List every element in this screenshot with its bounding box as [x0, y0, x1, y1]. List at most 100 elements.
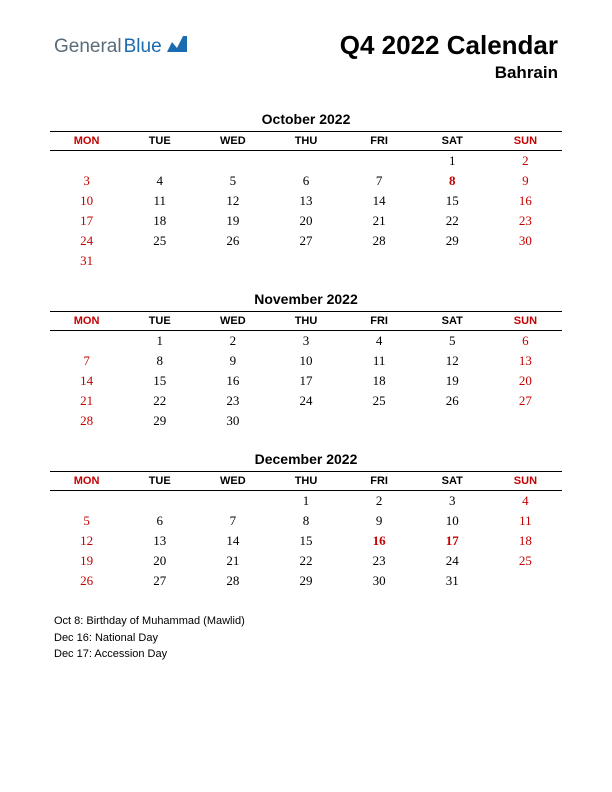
- month-block: October 2022MONTUEWEDTHUFRISATSUN1234567…: [50, 111, 562, 271]
- day-header: THU: [269, 472, 342, 491]
- calendar-cell: 1: [269, 491, 342, 512]
- calendar-cell: 30: [489, 231, 562, 251]
- calendar-cell: 5: [50, 511, 123, 531]
- calendar-cell: 17: [269, 371, 342, 391]
- calendar-cell: 3: [50, 171, 123, 191]
- calendar-cell: [489, 251, 562, 271]
- calendar-cell: 14: [343, 191, 416, 211]
- calendar-cell: 4: [123, 171, 196, 191]
- calendar-cell: 2: [196, 331, 269, 352]
- calendar-cell: 23: [196, 391, 269, 411]
- calendar-cell: 31: [416, 571, 489, 591]
- calendar-cell: [416, 411, 489, 431]
- calendar-cell: [50, 151, 123, 172]
- calendar-cell: 9: [196, 351, 269, 371]
- calendar-cell: 13: [269, 191, 342, 211]
- day-header: WED: [196, 472, 269, 491]
- calendar-cell: 1: [416, 151, 489, 172]
- day-header: FRI: [343, 472, 416, 491]
- calendar-cell: [343, 151, 416, 172]
- calendar-cell: 22: [416, 211, 489, 231]
- day-header: TUE: [123, 472, 196, 491]
- calendar-cell: 1: [123, 331, 196, 352]
- calendar-cell: 25: [343, 391, 416, 411]
- calendar-cell: [50, 331, 123, 352]
- calendar-cell: 23: [343, 551, 416, 571]
- calendar-cell: 25: [489, 551, 562, 571]
- calendar-row: 10111213141516: [50, 191, 562, 211]
- day-header: SUN: [489, 132, 562, 151]
- calendar-row: 12131415161718: [50, 531, 562, 551]
- calendar-cell: 29: [416, 231, 489, 251]
- page-subtitle: Bahrain: [340, 63, 558, 83]
- calendar-cell: [269, 251, 342, 271]
- calendar-cell: [416, 251, 489, 271]
- calendar-cell: 3: [416, 491, 489, 512]
- calendar-cell: 28: [343, 231, 416, 251]
- calendar-row: 282930: [50, 411, 562, 431]
- calendar-cell: 26: [196, 231, 269, 251]
- calendar-cell: 9: [489, 171, 562, 191]
- calendar-cell: [269, 411, 342, 431]
- calendar-cell: 2: [343, 491, 416, 512]
- day-header: SAT: [416, 132, 489, 151]
- calendar-table: MONTUEWEDTHUFRISATSUN1234567891011121314…: [50, 311, 562, 431]
- holiday-item: Oct 8: Birthday of Muhammad (Mawlid): [54, 613, 562, 630]
- page-title: Q4 2022 Calendar: [340, 30, 558, 61]
- calendar-cell: 2: [489, 151, 562, 172]
- calendar-cell: 20: [489, 371, 562, 391]
- month-title: October 2022: [50, 111, 562, 127]
- holiday-list: Oct 8: Birthday of Muhammad (Mawlid)Dec …: [50, 613, 562, 663]
- calendar-cell: [123, 491, 196, 512]
- calendar-cell: [196, 151, 269, 172]
- calendar-cell: 17: [416, 531, 489, 551]
- calendar-cell: 26: [416, 391, 489, 411]
- calendar-cell: 12: [416, 351, 489, 371]
- calendar-cell: 10: [269, 351, 342, 371]
- calendar-row: 14151617181920: [50, 371, 562, 391]
- calendar-cell: 21: [196, 551, 269, 571]
- calendar-cell: 13: [123, 531, 196, 551]
- calendar-cell: 9: [343, 511, 416, 531]
- calendar-row: 78910111213: [50, 351, 562, 371]
- calendar-cell: 27: [489, 391, 562, 411]
- calendar-cell: 24: [416, 551, 489, 571]
- calendar-cell: 3: [269, 331, 342, 352]
- calendar-cell: 22: [123, 391, 196, 411]
- calendar-cell: 15: [123, 371, 196, 391]
- day-header: SUN: [489, 312, 562, 331]
- logo-text-blue: Blue: [124, 36, 162, 58]
- calendar-table: MONTUEWEDTHUFRISATSUN1234567891011121314…: [50, 131, 562, 271]
- day-header: THU: [269, 132, 342, 151]
- calendar-cell: [123, 251, 196, 271]
- calendar-cell: 10: [416, 511, 489, 531]
- calendar-cell: [343, 251, 416, 271]
- calendar-cell: 19: [196, 211, 269, 231]
- calendar-cell: 14: [50, 371, 123, 391]
- calendar-cell: 20: [123, 551, 196, 571]
- calendar-cell: [123, 151, 196, 172]
- calendar-cell: 7: [196, 511, 269, 531]
- calendar-table: MONTUEWEDTHUFRISATSUN1234567891011121314…: [50, 471, 562, 591]
- calendar-row: 19202122232425: [50, 551, 562, 571]
- calendar-cell: 30: [343, 571, 416, 591]
- calendar-cell: 26: [50, 571, 123, 591]
- calendar-cell: 21: [50, 391, 123, 411]
- day-header: TUE: [123, 312, 196, 331]
- calendar-row: 123456: [50, 331, 562, 352]
- calendar-cell: 22: [269, 551, 342, 571]
- calendar-cell: 4: [343, 331, 416, 352]
- calendar-row: 24252627282930: [50, 231, 562, 251]
- calendar-row: 17181920212223: [50, 211, 562, 231]
- calendar-row: 12: [50, 151, 562, 172]
- calendar-cell: 6: [489, 331, 562, 352]
- calendar-cell: 15: [416, 191, 489, 211]
- calendar-cell: 27: [269, 231, 342, 251]
- day-header: WED: [196, 132, 269, 151]
- calendar-cell: [489, 571, 562, 591]
- day-header: SAT: [416, 472, 489, 491]
- calendar-row: 1234: [50, 491, 562, 512]
- calendar-cell: 31: [50, 251, 123, 271]
- day-header: MON: [50, 472, 123, 491]
- calendar-cell: 12: [196, 191, 269, 211]
